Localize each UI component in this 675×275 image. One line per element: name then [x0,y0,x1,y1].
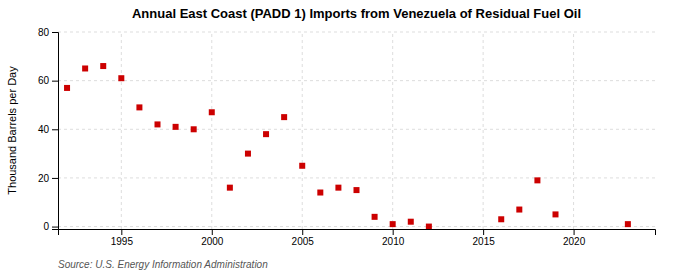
y-tick-mark [52,32,58,33]
y-tick-label: 60 [38,75,50,86]
x-tick-label: 2000 [201,236,224,247]
y-axis: 0 20 40 60 80 [38,27,59,233]
point [173,124,179,130]
x-axis: 1995 2000 2005 2010 2015 2020 [59,229,656,247]
y-tick-mark [52,129,58,130]
x-tick-mark [121,229,122,235]
x-tick-mark [302,229,303,235]
x-tick-mark [483,229,484,235]
y-tick: 80 [38,27,58,38]
x-tick-mark [212,229,213,235]
x-tick-mark [574,229,575,235]
source-note: Source: U.S. Energy Information Administ… [58,259,268,270]
point [227,185,233,191]
y-grid-line [58,177,655,178]
point [209,109,215,115]
point [516,207,522,213]
x-tick-label: 2015 [473,236,496,247]
point [118,75,124,81]
y-grid-line [58,226,655,227]
point [82,65,88,71]
point [281,114,287,120]
point [155,121,161,127]
x-tick-label: 2020 [563,236,586,247]
grid [58,32,655,229]
title: Annual East Coast (PADD 1) Imports from … [132,6,581,21]
point [64,85,70,91]
y-grid-line [58,80,655,81]
x-tick: 2020 [563,229,586,247]
point [408,219,414,225]
x-tick: 2010 [382,229,405,247]
point [317,190,323,196]
x-tick: 2015 [473,229,496,247]
point [498,216,504,222]
point [534,177,540,183]
y-grid-line [58,32,655,33]
y-tick-label: 40 [38,124,50,135]
point [426,224,432,229]
x-tick: 2005 [292,229,315,247]
x-tick-label: 2005 [292,236,315,247]
y-tick: 20 [38,173,58,184]
y-tick-label: 20 [38,173,50,184]
x-tick: 2000 [201,229,224,247]
point [625,221,631,227]
point [553,211,559,217]
x-grid-line [211,32,212,229]
point [100,63,106,69]
point [191,126,197,132]
y-axis-title: Thousand Barrels per Day [6,66,18,195]
y-tick: 0 [43,221,58,232]
x-tick-mark [393,229,394,235]
x-grid-line [392,32,393,229]
y-tick-mark [52,227,58,228]
point [372,214,378,220]
y-tick-label: 0 [43,221,49,232]
point [335,185,341,191]
y-tick: 40 [38,124,58,135]
point [136,104,142,110]
x-tick: 1995 [111,229,134,247]
x-tick-label: 2010 [382,236,405,247]
points [64,63,631,229]
point [245,151,251,157]
y-tick-mark [52,178,58,179]
x-axis-line [59,230,656,236]
y-tick-mark [52,81,58,82]
point [354,187,360,193]
point [390,221,396,227]
chart: 1995 2000 2005 2010 2015 2020 0 20 40 60 80 Annual … [0,0,675,275]
y-tick-label: 80 [38,27,50,38]
point [299,163,305,169]
x-grid-line [302,32,303,229]
point [263,131,269,137]
x-tick-label: 1995 [111,236,134,247]
y-axis-line [52,33,59,230]
x-grid-line [483,32,484,229]
x-grid-line [121,32,122,229]
y-grid-line [58,129,655,130]
x-grid-line [573,32,574,229]
y-tick: 60 [38,75,58,86]
